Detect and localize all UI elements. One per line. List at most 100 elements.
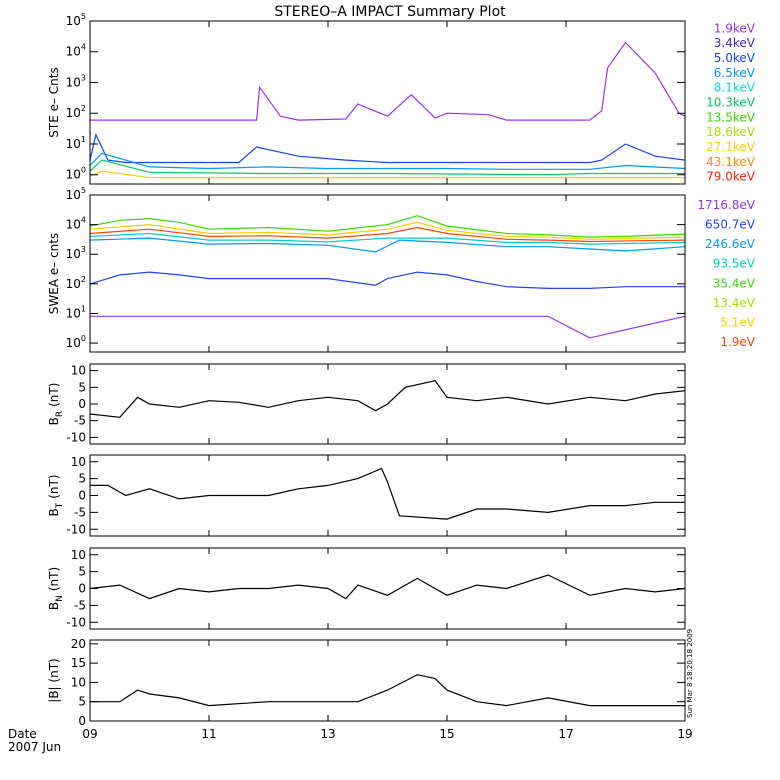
ste-legend-9: 43.1keV — [706, 155, 756, 169]
ste-legend-4: 8.1keV — [714, 81, 756, 95]
swea-ytick-exp-4: 4 — [81, 216, 86, 225]
bmag-ytick-label-3: 15 — [71, 656, 86, 670]
plot-title: STEREO–A IMPACT Summary Plot — [274, 4, 506, 20]
x-tick-label-2: 13 — [320, 727, 335, 741]
swea-ytick-label-0: 100 — [66, 334, 86, 350]
ste-legend-3: 6.5keV — [714, 66, 756, 80]
panel-ste: 100 101 102 1 0 3 104 105 STE e– Cnts 1.9keV3.4ke… — [47, 12, 756, 185]
x-tick-label-3: 15 — [439, 727, 454, 741]
bmag-ytick-label-0: 0 — [78, 714, 86, 728]
swea-legend-0: 1716.8eV — [697, 198, 755, 212]
br-ytick-label-1: -5 — [74, 414, 86, 428]
panel-br: -10 -5 0 5 10 BR (nT) — [47, 363, 686, 445]
br-ylabel: BR (nT) — [47, 383, 65, 426]
date-label: Date — [8, 727, 37, 741]
ste-ytick-label-2: 102 — [66, 104, 86, 120]
ste-ytick-label-5: 105 — [66, 12, 86, 28]
swea-series-2 — [89, 237, 686, 253]
bmag-frame — [89, 639, 686, 722]
swea-series-1 — [89, 271, 685, 289]
swea-ytick-label-4: 104 — [66, 216, 86, 232]
ste-ytick-exp-2: 2 — [81, 104, 86, 113]
ste-legend-8: 27.1keV — [706, 140, 756, 154]
ste-ylabel: STE e– Cnts — [47, 67, 61, 137]
swea-legend-2: 246.6eV — [705, 237, 756, 251]
ste-ytick-label-1: 101 — [66, 135, 86, 151]
x-tick-label-1: 11 — [201, 727, 216, 741]
bn-ylabel-sub: N — [55, 595, 65, 602]
panel-bn: -10 -5 0 5 10 BN (nT) — [47, 547, 686, 630]
swea-ytick-exp-1: 1 — [81, 304, 86, 313]
swea-ylabel: SWEA e– cnts — [47, 233, 61, 314]
br-ytick-label-2: 0 — [78, 397, 86, 411]
panel-bmag: 0 5 10 15 20 |B| (nT) — [47, 637, 686, 728]
swea-series-5 — [89, 221, 686, 240]
swea-ytick-exp-3: 3 — [81, 245, 86, 254]
swea-ytick-exp-2: 2 — [81, 275, 86, 284]
bn-ylabel-main: B — [47, 602, 61, 610]
ste-series-0 — [90, 41, 686, 121]
br-series-0 — [89, 380, 686, 418]
ste-series-4 — [89, 170, 685, 179]
ste-ytick-label-0: 100 — [66, 166, 86, 182]
br-ylabel-unit: (nT) — [47, 383, 61, 407]
ste-ytick-exp-0: 0 — [81, 166, 86, 175]
bn-ylabel: BN (nT) — [47, 567, 65, 610]
bt-frame — [89, 454, 686, 537]
bmag-ylabel: |B| (nT) — [47, 658, 61, 702]
br-ytick-label-3: 5 — [78, 380, 86, 394]
ste-ytick-exp-1: 1 — [81, 135, 86, 144]
swea-legend-1: 650.7eV — [705, 217, 756, 231]
panel-bt: -10 -5 0 5 10 BT (nT) — [47, 454, 686, 537]
swea-series-6 — [89, 226, 686, 243]
x-tick-label-0: 09 — [82, 727, 97, 741]
bmag-ytick-label-4: 20 — [71, 637, 86, 651]
ste-ytick-exp-4: 4 — [81, 43, 86, 52]
swea-series-0 — [90, 315, 686, 339]
br-ytick-label-4: 10 — [71, 364, 86, 378]
swea-legend-3: 93.5eV — [713, 257, 756, 271]
bmag-ytick-label-2: 10 — [71, 675, 86, 689]
bn-series-0 — [89, 574, 686, 600]
bn-ylabel-unit: (nT) — [47, 567, 61, 591]
ste-legend-1: 3.4keV — [714, 36, 756, 50]
swea-frame — [89, 194, 686, 353]
x-tick-label-5: 19 — [677, 727, 692, 741]
ste-legend-7: 18.6keV — [706, 125, 756, 139]
ste-legend-6: 13.5keV — [706, 110, 756, 124]
swea-ytick-label-3: 103 — [66, 245, 86, 261]
ste-ytick-label-4: 104 — [66, 43, 86, 59]
bt-ytick-label-0: -10 — [66, 522, 86, 536]
swea-ytick-exp-5: 5 — [81, 186, 86, 195]
bt-ylabel-main: B — [47, 508, 61, 516]
bt-ytick-label-2: 0 — [78, 489, 86, 503]
ste-ytick-exp-3: 3 — [81, 73, 86, 82]
swea-legend-6: 5.1eV — [720, 316, 755, 330]
swea-ytick-label-1: 101 — [66, 304, 86, 320]
swea-ytick-label-5: 105 — [66, 186, 86, 202]
bt-ylabel-sub: T — [55, 502, 65, 509]
ste-series-2 — [89, 152, 686, 170]
swea-series-4 — [89, 215, 686, 238]
swea-series-3 — [89, 232, 686, 245]
bt-ylabel-unit: (nT) — [47, 474, 61, 498]
ste-legend-5: 10.3keV — [706, 96, 756, 110]
bt-ytick-label-1: -5 — [74, 505, 86, 519]
bmag-series-0 — [90, 674, 685, 707]
swea-ytick-label-2: 102 — [66, 275, 86, 291]
ste-frame — [89, 20, 686, 185]
ste-series-3 — [89, 159, 685, 176]
bn-ytick-label-4: 10 — [71, 548, 86, 562]
ste-legend-10: 79.0keV — [706, 170, 756, 184]
bt-ylabel: BT (nT) — [47, 474, 65, 516]
bt-ytick-label-4: 10 — [71, 455, 86, 469]
bn-ytick-label-0: -10 — [66, 615, 86, 629]
bmag-ytick-label-1: 5 — [78, 695, 86, 709]
ste-series-1 — [89, 132, 686, 164]
timestamp: Sun Mar 8 18:20:18 2009 — [686, 629, 694, 718]
ste-legend-0: 1.9keV — [714, 21, 756, 35]
panel-swea: 100 101 102 103 104 105 SWEA e– cnts 1716.8eV 65… — [47, 186, 756, 353]
bn-ytick-label-3: 5 — [78, 565, 86, 579]
